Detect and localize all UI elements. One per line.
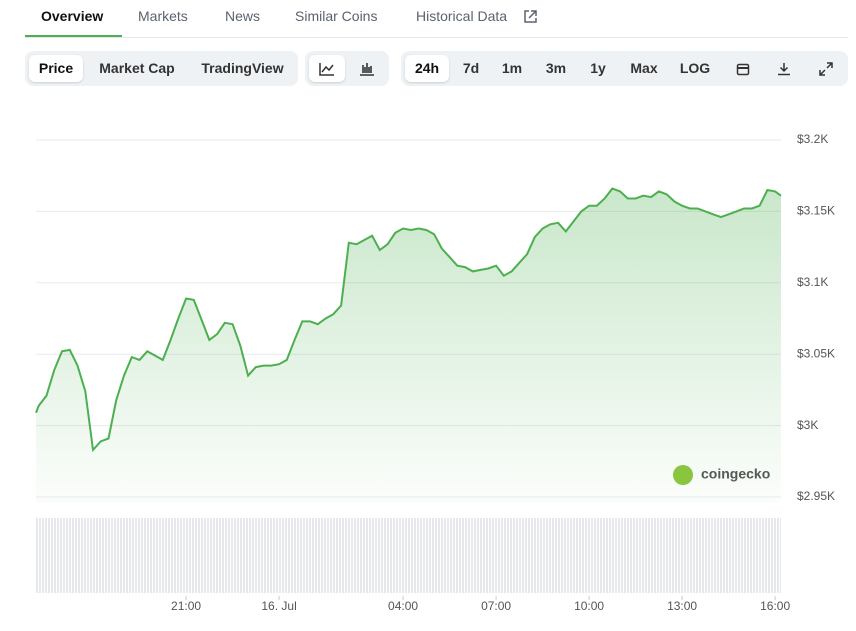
tab[interactable]: News <box>225 8 261 24</box>
line-button[interactable] <box>309 55 345 82</box>
button[interactable]: Price <box>29 55 83 82</box>
download-button[interactable] <box>770 55 798 82</box>
button[interactable]: Max <box>630 60 658 76</box>
range-group: 24h 7d 1m 3m 1y Max LOG <box>401 51 848 86</box>
button[interactable]: TradingView <box>201 60 284 76</box>
tab[interactable]: Overview <box>41 8 104 24</box>
button[interactable]: 3m <box>545 60 567 76</box>
button[interactable]: 7d <box>462 60 480 76</box>
button[interactable]: 1m <box>501 60 523 76</box>
style-group <box>305 51 389 86</box>
price-area <box>36 188 781 503</box>
tab[interactable]: Markets <box>138 8 188 24</box>
button[interactable]: 1y <box>590 60 606 76</box>
y-tick-label: $3.1K <box>797 275 828 289</box>
tab[interactable]: Historical Data <box>416 8 508 24</box>
y-tick-label: $3K <box>797 418 818 432</box>
button[interactable]: 24h <box>405 55 449 82</box>
volume-background <box>36 518 781 593</box>
x-tick-label: 07:00 <box>481 599 511 613</box>
x-tick-label: 21:00 <box>171 599 201 613</box>
button[interactable]: Market Cap <box>99 60 175 76</box>
fullscreen-button[interactable] <box>812 55 840 82</box>
y-tick-label: $2.95K <box>797 489 835 503</box>
x-tick-label: 16. Jul <box>261 599 296 613</box>
x-tick-label: 10:00 <box>574 599 604 613</box>
button[interactable]: LOG <box>679 60 711 76</box>
x-tick-label: 16:00 <box>760 599 790 613</box>
y-tick-label: $3.2K <box>797 132 828 146</box>
x-tick-label: 13:00 <box>667 599 697 613</box>
tab-underline <box>25 35 122 37</box>
price-line <box>35 187 782 453</box>
x-tick-label: 04:00 <box>388 599 418 613</box>
y-tick-label: $3.05K <box>797 346 835 360</box>
tab[interactable]: Similar Coins <box>295 8 378 24</box>
tab-divider <box>25 37 848 38</box>
chart-type-group: Price Market Cap TradingView <box>25 51 298 86</box>
external-icon <box>524 10 537 23</box>
y-tick-label: $3.15K <box>797 204 835 218</box>
candle-button[interactable] <box>349 55 385 82</box>
calendar-button[interactable] <box>729 55 757 82</box>
